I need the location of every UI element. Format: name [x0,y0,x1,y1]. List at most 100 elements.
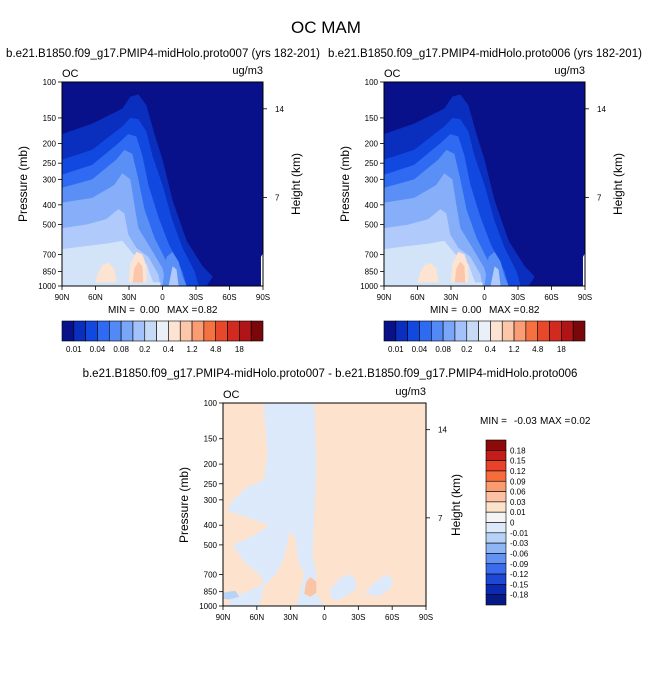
colorbar-label: 0.18 [510,446,526,455]
colorbar-label: 0.2 [461,345,473,354]
colorbar-swatch [549,320,562,342]
x-tick-label: 90N [216,613,231,622]
x-tick-label: 0 [322,613,327,622]
y-tick-label: 1000 [360,282,378,291]
y2-axis: 14 7 [263,105,284,202]
colorbar-label: 0.08 [113,345,129,354]
colorbar-swatch [485,594,507,606]
colorbar-label: 0.15 [510,457,526,466]
colorbar-swatch [73,320,86,342]
x-tick-label: 60N [88,293,103,302]
min-label: MIN = [480,416,507,427]
colorbar-swatch [430,320,444,342]
colorbar-swatch [485,460,507,472]
colorbar-swatch [572,320,586,342]
colorbar-swatch [144,320,157,342]
colorbar-swatch [485,563,507,575]
x-tick-label: 90S [256,293,270,302]
x-tick-label: 90S [578,293,592,302]
colorbar-swatch [156,320,169,342]
colorbar-swatch [203,320,217,342]
y-tick-label: 500 [43,221,57,230]
colorbar-label: 0 [510,519,515,528]
colorbar-swatch [395,320,408,342]
colorbar-swatch [490,320,503,342]
y-tick-label: 700 [43,250,57,259]
y-tick-label: 300 [365,175,379,184]
colorbar-label: 18 [235,345,244,354]
y-tick-label: 250 [43,159,57,168]
y-tick-label: 100 [43,78,57,87]
contour-level [241,577,256,587]
colorbar-swatch [191,320,205,342]
colorbar-swatch [108,320,122,342]
panel-difference: b.e21.B1850.f09_g17.PMIP4-midHolo.proto0… [83,368,591,622]
contour-level [328,574,357,602]
x-tick-label: 30N [444,293,459,302]
panel-title: b.e21.B1850.f09_g17.PMIP4-midHolo.proto0… [6,48,320,60]
contour-level [260,253,263,286]
contour-field [384,82,585,286]
colorbar-label: 0.04 [412,345,428,354]
contour-level [62,282,161,286]
y-axis-label: Pressure (mb) [177,467,191,543]
y-tick-label: 400 [43,201,57,210]
x-tick-label: 60N [410,293,425,302]
colorbar-label: 0.03 [510,498,526,507]
x-axis: 90N 60N 30N 0 30S 60S 90S [55,286,270,302]
min-label: MIN = [430,305,457,316]
y-axis: 100 150 200 250 300 400 500 700 850 1000 [360,78,384,291]
colorbar-swatch [168,320,181,342]
colorbar-swatch [485,470,507,482]
y2-axis: 14 7 [426,426,447,523]
variable-label: OC [384,68,401,80]
contour-level [259,531,305,606]
contour-level [384,282,483,286]
colorbar-swatch [485,553,507,565]
colorbar-label: 0.06 [510,488,526,497]
colorbar-label: -0.09 [510,560,529,569]
y-tick-label: 700 [204,571,218,580]
y-tick-label: 100 [365,78,379,87]
colorbar-swatch [61,320,75,342]
colorbar-swatch [132,320,146,342]
figure-title: OC MAM [291,18,361,37]
colorbar-label: 4.8 [532,345,544,354]
y-tick-label: 1000 [38,282,56,291]
contour-level [490,266,501,286]
colorbar-label: 0.01 [66,345,82,354]
contour-level [223,590,240,600]
y2-axis-label: Height (km) [449,474,463,536]
y-tick-label: 150 [365,114,379,123]
colorbar-swatch [485,439,507,451]
colorbar-swatch [454,320,468,342]
colorbar-label: 0.08 [435,345,451,354]
y-tick-label: 500 [204,541,218,550]
colorbar-swatch [466,320,479,342]
panel-title: b.e21.B1850.f09_g17.PMIP4-midHolo.proto0… [328,48,642,60]
y-tick-label: 150 [204,435,218,444]
colorbar-label: 0.2 [139,345,151,354]
colorbar-swatch [485,491,507,503]
colorbar-swatch [525,320,539,342]
x-tick-label: 30S [351,613,365,622]
max-label: MAX = [167,305,197,316]
x-tick-label: 60S [222,293,236,302]
min-value: 0.00 [140,305,160,316]
panel-top-right: b.e21.B1850.f09_g17.PMIP4-midHolo.proto0… [328,48,642,316]
variable-label: OC [62,68,79,80]
contour-level [223,551,238,567]
y-axis: 100 150 200 250 300 400 500 700 850 1000 [38,78,62,291]
colorbar-top-right: 0.01 0.04 0.08 0.2 0.4 1.2 4.8 18 [383,320,586,354]
colorbar-swatch [239,320,252,342]
x-tick-label: 60S [544,293,558,302]
colorbar-swatch [179,320,193,342]
colorbar-swatch [120,320,134,342]
x-tick-label: 0 [160,293,165,302]
colorbar-swatch [485,480,507,492]
colorbar-label: -0.15 [510,580,529,589]
contour-level [94,262,119,286]
colorbar-label: 0.01 [510,508,526,517]
colorbar-swatch [501,320,515,342]
colorbar-label: -0.18 [510,591,529,600]
